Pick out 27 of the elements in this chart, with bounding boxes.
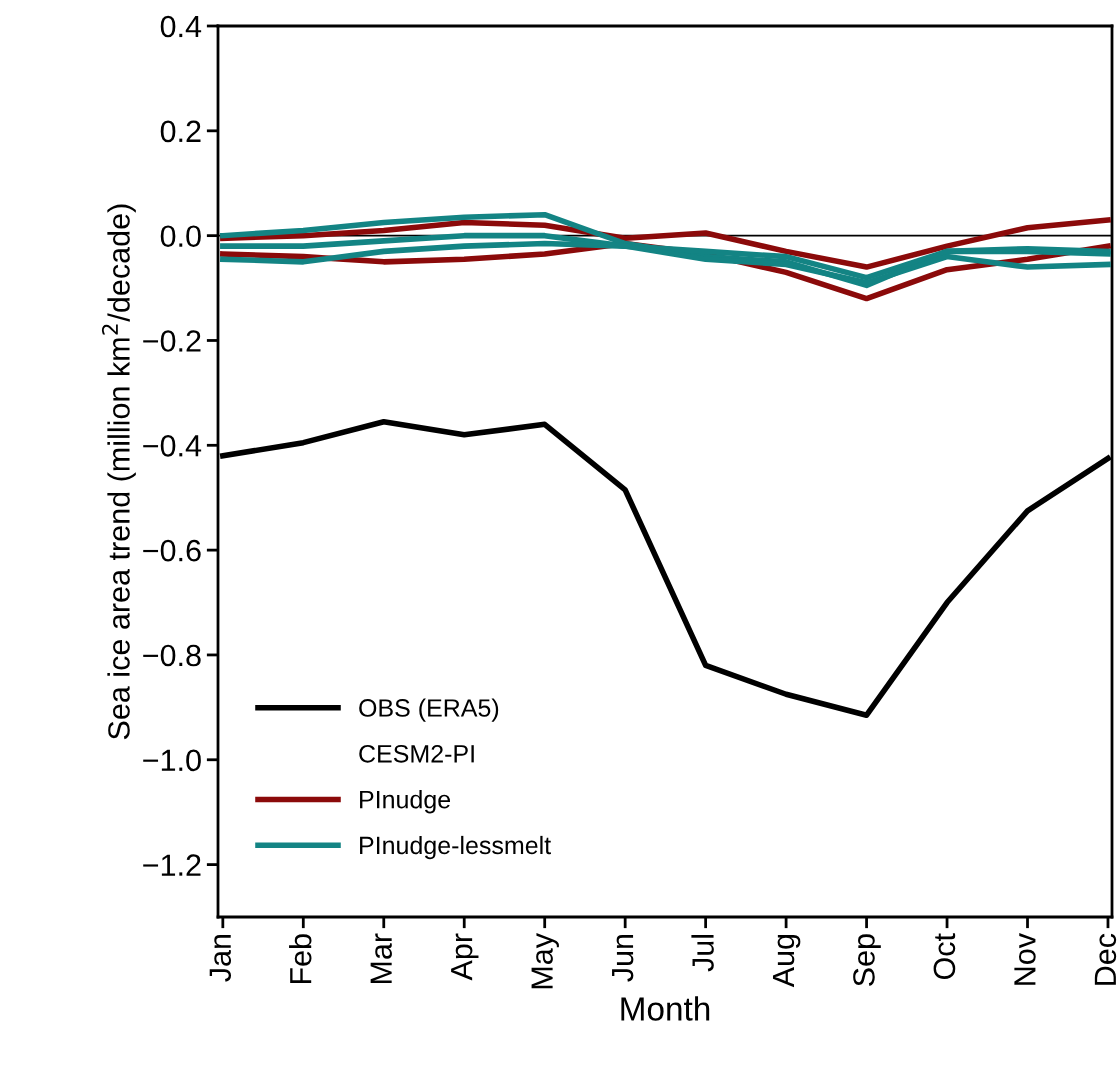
x-tick-label: Oct [933, 933, 956, 980]
x-axis-title: Month [621, 996, 710, 1021]
y-tick-label: −1.0 [143, 749, 201, 772]
x-tick-label: Sep [853, 934, 881, 986]
x-tick-label: Jul [691, 935, 714, 972]
x-tick-label: Apr [451, 933, 479, 981]
y-tick-label: −0.6 [143, 539, 201, 562]
y-tick-label: −1.2 [143, 854, 201, 876]
x-tick-label: Jun [612, 934, 634, 982]
x-tick-label: Dec [1094, 933, 1117, 985]
x-tick-label: Feb [289, 934, 312, 984]
x-tick-label: Jan [209, 934, 232, 982]
legend-label: OBS (ERA5) [359, 698, 499, 722]
legend-label: PInudge-lessmelt [360, 835, 551, 860]
y-tick-label: −0.4 [143, 435, 202, 457]
y-tick-label: −0.2 [143, 330, 201, 352]
annotation: CESM2-PI [359, 744, 474, 763]
y-axis-title: Sea ice area trend (million km$^{2}$/decade) [101, 204, 136, 740]
y-tick-label: 0.0 [160, 225, 201, 248]
x-tick-label: May [531, 933, 559, 989]
y-tick-label: −0.8 [143, 644, 201, 667]
x-tick-label: Aug [772, 934, 801, 988]
y-tick-label: 0.2 [160, 120, 201, 143]
x-tick-label: Mar [370, 933, 392, 984]
legend-label: PInudge [360, 790, 451, 814]
x-tick-label: Nov [1014, 933, 1036, 985]
y-tick-label: 0.4 [160, 15, 202, 38]
